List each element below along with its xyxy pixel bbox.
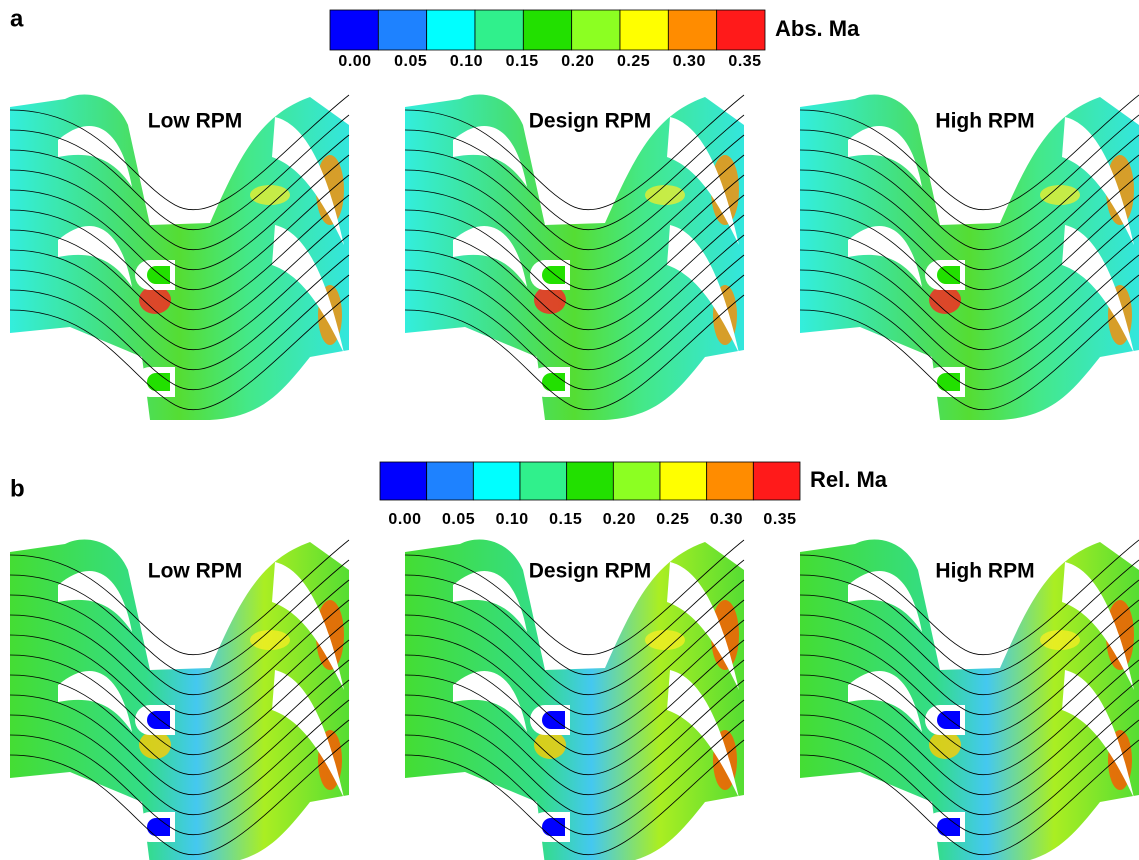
- plot-title: Design RPM: [529, 560, 652, 583]
- hot-spot: [645, 185, 685, 205]
- colorbar-tick-label: 0.20: [603, 511, 636, 528]
- plot-title: Design RPM: [529, 110, 652, 133]
- blade-inner: [542, 266, 565, 284]
- flow-plot: High RPM: [800, 95, 1139, 420]
- flow-plot: Low RPM: [10, 540, 349, 860]
- colorbar-tick-label: 0.20: [561, 53, 594, 70]
- colorbar-tick-label: 0.25: [617, 53, 650, 70]
- plot-title: Low RPM: [148, 560, 243, 583]
- hot-spot: [250, 630, 290, 650]
- colorbar-swatch: [668, 10, 716, 50]
- colorbar-swatch: [380, 462, 427, 500]
- plot-title: Low RPM: [148, 110, 243, 133]
- blade-inner: [937, 818, 960, 836]
- blade-inner: [937, 266, 960, 284]
- colorbar-tick-label: 0.10: [496, 511, 529, 528]
- blade-inner: [937, 711, 960, 729]
- blade-inner: [147, 266, 170, 284]
- flow-plot: Design RPM: [405, 540, 744, 860]
- plot-title: High RPM: [935, 560, 1034, 583]
- panel-label: b: [10, 475, 25, 502]
- colorbar-tick-label: 0.30: [710, 511, 743, 528]
- colorbar-swatch: [523, 10, 571, 50]
- colorbar-tick-label: 0.25: [656, 511, 689, 528]
- blade-inner: [937, 373, 960, 391]
- flow-plot: Design RPM: [405, 95, 744, 420]
- colorbar-swatch: [572, 10, 620, 50]
- flow-plot: High RPM: [800, 540, 1139, 860]
- colorbar-tick-label: 0.30: [673, 53, 706, 70]
- colorbar-title: Abs. Ma: [775, 16, 860, 41]
- blade-inner: [147, 711, 170, 729]
- colorbar-tick-label: 0.35: [763, 511, 796, 528]
- figure: a Abs. Ma 0.00 0.05 0.10 0.15 0.20 0.25 0.30 0.35…: [0, 0, 1139, 860]
- colorbar-swatch: [717, 10, 765, 50]
- colorbar-swatch: [473, 462, 520, 500]
- colorbar-tick-label: 0.05: [394, 53, 427, 70]
- colorbar-tick-label: 0.00: [388, 511, 421, 528]
- colorbar-tick-label: 0.00: [338, 53, 371, 70]
- colorbar-swatch: [475, 10, 523, 50]
- colorbar-tick-label: 0.05: [442, 511, 475, 528]
- blade-inner: [542, 818, 565, 836]
- colorbar-swatch: [378, 10, 426, 50]
- hot-spot: [1040, 185, 1080, 205]
- colorbar-swatch: [707, 462, 754, 500]
- colorbar-swatch: [567, 462, 614, 500]
- hot-spot: [1040, 630, 1080, 650]
- hot-spot: [645, 630, 685, 650]
- colorbar-swatch: [520, 462, 567, 500]
- colorbar-tick-label: 0.15: [506, 53, 539, 70]
- colorbar-title: Rel. Ma: [810, 467, 888, 492]
- colorbar-tick-label: 0.35: [728, 53, 761, 70]
- colorbar-swatch: [660, 462, 707, 500]
- colorbar-swatch: [427, 462, 474, 500]
- colorbar-swatch: [613, 462, 660, 500]
- colorbar-swatch: [620, 10, 668, 50]
- panel-label: a: [10, 5, 24, 32]
- colorbar-swatch: [753, 462, 800, 500]
- colorbar-swatch: [330, 10, 378, 50]
- blade-inner: [147, 818, 170, 836]
- hot-spot: [250, 185, 290, 205]
- blade-inner: [542, 373, 565, 391]
- colorbar-tick-label: 0.15: [549, 511, 582, 528]
- blade-inner: [542, 711, 565, 729]
- blade-inner: [147, 373, 170, 391]
- colorbar-tick-label: 0.10: [450, 53, 483, 70]
- colorbar-swatch: [427, 10, 475, 50]
- plot-title: High RPM: [935, 110, 1034, 133]
- flow-plot: Low RPM: [10, 95, 349, 420]
